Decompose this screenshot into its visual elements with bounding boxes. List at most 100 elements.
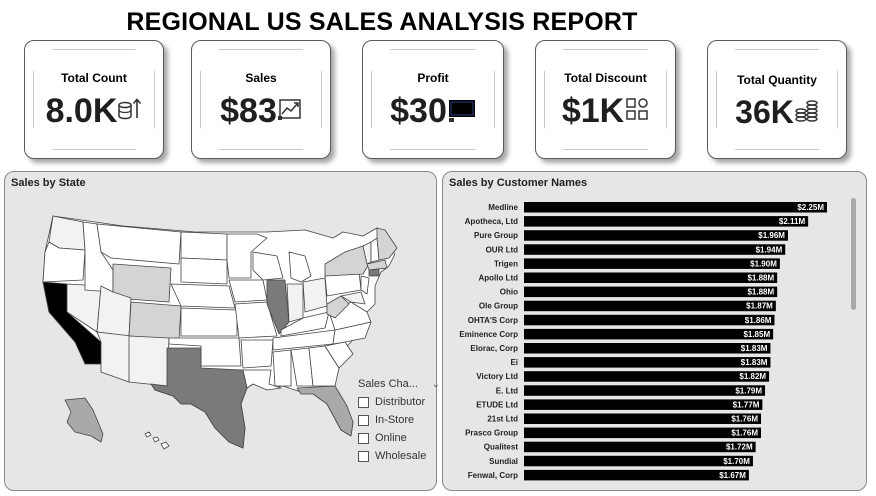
- legend-item-online[interactable]: Online: [358, 432, 440, 444]
- state-ct[interactable]: [368, 268, 380, 277]
- bar[interactable]: [524, 286, 778, 298]
- state-ne[interactable]: [170, 283, 236, 309]
- bar[interactable]: [524, 216, 809, 227]
- kpi-card-sales[interactable]: Sales $83: [191, 40, 331, 159]
- category-label: 21st Ltd: [487, 415, 518, 424]
- bar[interactable]: [524, 469, 749, 481]
- state-la[interactable]: [242, 369, 282, 391]
- data-label: $1.83M: [741, 358, 768, 367]
- state-co[interactable]: [128, 301, 182, 341]
- data-label: $1.79M: [735, 386, 762, 395]
- bar[interactable]: [524, 441, 756, 453]
- state-wv[interactable]: [326, 295, 350, 319]
- state-or[interactable]: [42, 241, 86, 283]
- legend-item-wholesale[interactable]: Wholesale: [358, 450, 440, 462]
- data-label: $2.25M: [797, 203, 824, 212]
- data-label: $1.76M: [731, 429, 758, 438]
- state-mn[interactable]: [226, 233, 268, 279]
- state-nm[interactable]: [128, 335, 170, 387]
- state-fl[interactable]: [296, 385, 354, 437]
- bar[interactable]: [524, 314, 775, 326]
- bar[interactable]: [524, 455, 753, 467]
- bar[interactable]: [524, 258, 780, 269]
- kpi-card-total-quantity[interactable]: Total Quantity 36K: [707, 40, 847, 159]
- state-wi[interactable]: [252, 251, 284, 281]
- state-tx[interactable]: [150, 347, 248, 449]
- state-ms[interactable]: [272, 349, 292, 387]
- category-label: Fenwal, Corp: [468, 471, 518, 480]
- kpi-card-total-discount[interactable]: Total Discount $1K: [535, 40, 676, 159]
- profit-icon: [448, 100, 475, 122]
- kpi-value: $83: [220, 92, 277, 130]
- bar[interactable]: [524, 371, 770, 382]
- state-ak[interactable]: [64, 397, 104, 443]
- state-ar[interactable]: [240, 339, 274, 369]
- data-label: $1.83M: [741, 344, 768, 353]
- category-label: Pure Group: [474, 231, 518, 240]
- legend-item-distributor[interactable]: Distributor: [358, 396, 440, 408]
- kpi-value: 36K: [735, 94, 794, 130]
- data-label: $1.87M: [746, 302, 773, 311]
- data-label: $2.11M: [779, 217, 806, 226]
- discount-grid-icon: [626, 98, 648, 120]
- legend-item-in-store[interactable]: In-Store: [358, 414, 440, 426]
- kpi-value: $30: [390, 92, 447, 130]
- checkbox[interactable]: [358, 450, 369, 462]
- category-label: Qualitest: [484, 443, 519, 452]
- report-title: REGIONAL US SALES ANALYSIS REPORT: [126, 8, 638, 36]
- bar[interactable]: [524, 385, 766, 396]
- checkbox[interactable]: [358, 414, 369, 426]
- bar[interactable]: [524, 427, 762, 439]
- state-wy[interactable]: [112, 263, 172, 303]
- data-label: $1.90M: [750, 259, 777, 268]
- bar[interactable]: [524, 399, 763, 410]
- state-in[interactable]: [286, 283, 304, 323]
- category-label: Sundial: [489, 457, 518, 466]
- bar[interactable]: [524, 202, 827, 213]
- bar[interactable]: [524, 244, 786, 255]
- state-az[interactable]: [96, 331, 132, 383]
- category-label: Trigen: [494, 259, 518, 268]
- category-label: Eminence Corp: [459, 330, 518, 339]
- kpi-card-profit[interactable]: Profit $30: [362, 40, 504, 159]
- state-oh[interactable]: [302, 277, 328, 313]
- kpi-label: Total Quantity: [737, 73, 817, 87]
- state-hi[interactable]: [144, 431, 170, 450]
- state-mi[interactable]: [288, 251, 312, 283]
- state-ia[interactable]: [228, 279, 268, 303]
- state-ma[interactable]: [366, 259, 388, 271]
- category-label: ETUDE Ltd: [476, 400, 518, 409]
- category-label: OHTA'S Corp: [468, 316, 518, 325]
- checkbox[interactable]: [358, 396, 369, 408]
- bar[interactable]: [524, 272, 778, 284]
- bar[interactable]: [524, 343, 771, 354]
- kpi-label: Sales: [245, 71, 277, 85]
- state-ks[interactable]: [180, 307, 238, 337]
- checkbox[interactable]: [358, 432, 369, 444]
- state-ky[interactable]: [280, 311, 330, 337]
- state-me[interactable]: [376, 227, 398, 261]
- bar[interactable]: [524, 413, 762, 425]
- category-label: Medline: [488, 203, 518, 212]
- data-label: $1.70M: [723, 457, 750, 466]
- state-nj[interactable]: [360, 275, 370, 295]
- kpi-card-total-count[interactable]: Total Count 8.0K: [24, 40, 164, 159]
- vertical-scrollbar[interactable]: [851, 198, 856, 310]
- bar[interactable]: [524, 230, 788, 241]
- state-nd[interactable]: [180, 231, 228, 261]
- state-sd[interactable]: [180, 257, 228, 285]
- us-state-map[interactable]: [5, 172, 438, 492]
- bar[interactable]: [524, 300, 776, 312]
- data-label: $1.77M: [733, 400, 760, 409]
- chevron-down-icon[interactable]: ⌄: [431, 378, 440, 390]
- legend-label: Wholesale: [375, 450, 427, 462]
- kpi-label: Total Count: [61, 71, 127, 85]
- legend-label: In-Store: [375, 414, 415, 426]
- bar[interactable]: [524, 357, 771, 368]
- state-md[interactable]: [340, 291, 366, 305]
- kpi-value: 8.0K: [45, 92, 118, 130]
- bar[interactable]: [524, 328, 774, 340]
- state-mo[interactable]: [234, 301, 278, 339]
- state-ga[interactable]: [308, 345, 340, 387]
- state-mt[interactable]: [96, 223, 182, 265]
